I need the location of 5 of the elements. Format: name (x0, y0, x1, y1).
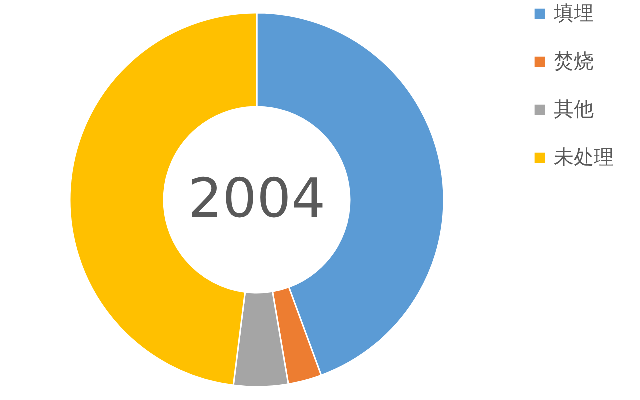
legend-label: 未处理 (554, 145, 614, 169)
text: 2004 (188, 167, 326, 230)
legend-label: 焚烧 (554, 49, 594, 73)
legend-label: 其他 (554, 97, 594, 121)
legend-label: 填埋 (553, 1, 594, 25)
